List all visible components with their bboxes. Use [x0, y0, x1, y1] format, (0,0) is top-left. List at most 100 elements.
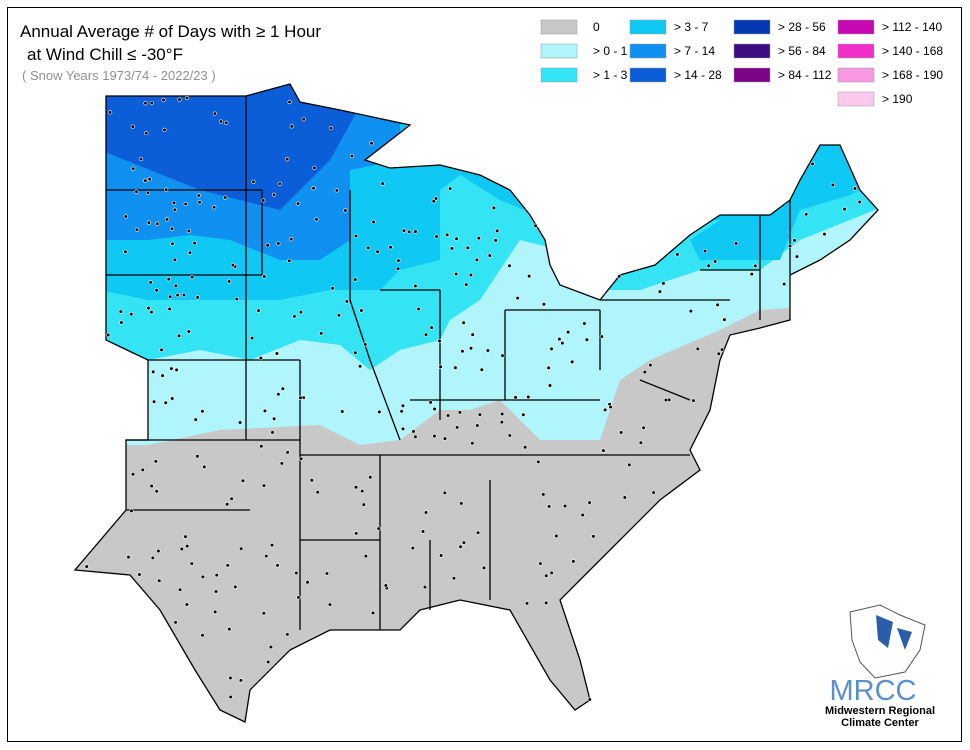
station-dot: [186, 329, 191, 334]
station-dot: [145, 190, 151, 195]
station-dot: [119, 320, 124, 325]
station-dot: [151, 399, 157, 404]
station-dot: [261, 198, 266, 203]
station-dot: [432, 406, 437, 412]
station-dot: [541, 302, 546, 307]
station-dot: [702, 248, 708, 254]
station-dot: [271, 192, 277, 197]
station-dot: [224, 120, 229, 125]
legend-swatch: [733, 67, 771, 83]
station-dot: [544, 600, 549, 605]
station-dot: [476, 530, 481, 535]
station-dot: [196, 193, 201, 198]
legend-label: > 3 - 7: [674, 20, 709, 34]
station-dot: [413, 283, 418, 289]
station-dot: [237, 420, 243, 425]
station-dot: [533, 223, 538, 228]
station-dot: [285, 450, 290, 455]
legend-label: > 84 - 112: [778, 68, 832, 82]
legend-swatch: [540, 19, 578, 35]
legend-swatch: [629, 67, 667, 83]
station-dot: [515, 296, 520, 301]
station-dot: [587, 500, 592, 505]
station-dot: [495, 228, 500, 233]
station-dot: [458, 544, 463, 549]
station-dot: [641, 425, 646, 430]
station-dot: [157, 578, 162, 583]
station-dot: [368, 475, 373, 480]
title-block: Annual Average # of Days with ≥ 1 Hour a…: [20, 22, 321, 83]
station-dot: [485, 348, 490, 353]
station-dot: [294, 570, 299, 576]
station-dot: [399, 409, 404, 414]
station-dot: [566, 329, 571, 335]
station-dot: [366, 245, 371, 250]
station-dot: [168, 294, 173, 299]
station-dot: [129, 508, 134, 514]
station-dot: [238, 678, 244, 683]
station-dot: [314, 217, 319, 222]
station-dot: [423, 332, 429, 337]
frame: [7, 7, 962, 742]
station-dot: [280, 386, 285, 391]
station-dot: [461, 320, 466, 325]
station-dot: [396, 258, 401, 263]
station-dot: [454, 236, 459, 241]
station-dot: [184, 602, 189, 607]
station-dot: [218, 119, 224, 124]
station-dot: [638, 440, 643, 445]
station-dot: [627, 462, 632, 467]
station-dot: [169, 226, 175, 231]
station-dot: [349, 153, 355, 159]
station-dot: [688, 308, 693, 314]
station-dot: [301, 117, 306, 122]
station-dot: [457, 410, 462, 415]
station-dot: [470, 332, 475, 337]
station-dot: [185, 543, 190, 549]
station-dot: [140, 467, 145, 472]
station-dot: [691, 398, 696, 403]
station-dot: [587, 697, 592, 702]
station-dot: [153, 459, 158, 464]
station-dot: [170, 241, 175, 246]
logo-text: Climate Center: [841, 717, 919, 729]
station-dot: [129, 311, 134, 317]
station-dot: [353, 350, 358, 355]
station-dot: [179, 546, 184, 552]
station-dot: [722, 317, 727, 322]
station-dot: [147, 177, 152, 182]
station-dot: [214, 573, 219, 578]
station-dot: [181, 292, 187, 298]
station-dot: [536, 459, 541, 464]
station-dot: [225, 502, 230, 507]
station-dot: [591, 534, 596, 539]
station-dot: [413, 434, 418, 439]
station-dot: [651, 490, 656, 495]
legend-label: > 112 - 140: [882, 20, 942, 34]
station-dot: [309, 478, 314, 483]
station-dot: [549, 346, 554, 351]
station-dot: [648, 363, 653, 368]
station-dot: [130, 472, 136, 477]
legend-label: > 28 - 56: [778, 20, 826, 34]
station-dot: [601, 448, 606, 453]
station-dot: [343, 208, 348, 213]
legend-label: 0: [593, 20, 600, 34]
station-dot: [465, 245, 470, 251]
station-dot: [547, 383, 553, 388]
station-dot: [622, 495, 627, 500]
station-dot: [167, 306, 172, 312]
station-dot: [187, 250, 193, 255]
station-dot: [549, 570, 554, 575]
station-dot: [163, 400, 168, 405]
station-dot: [228, 694, 233, 700]
station-dot: [285, 157, 290, 162]
station-dot: [149, 483, 154, 489]
station-dot: [513, 395, 518, 400]
station-dot: [401, 228, 407, 233]
station-dot: [580, 512, 585, 518]
station-dot: [375, 249, 380, 254]
station-dot: [411, 429, 416, 434]
station-dots: [84, 95, 862, 702]
station-dot: [212, 205, 217, 210]
